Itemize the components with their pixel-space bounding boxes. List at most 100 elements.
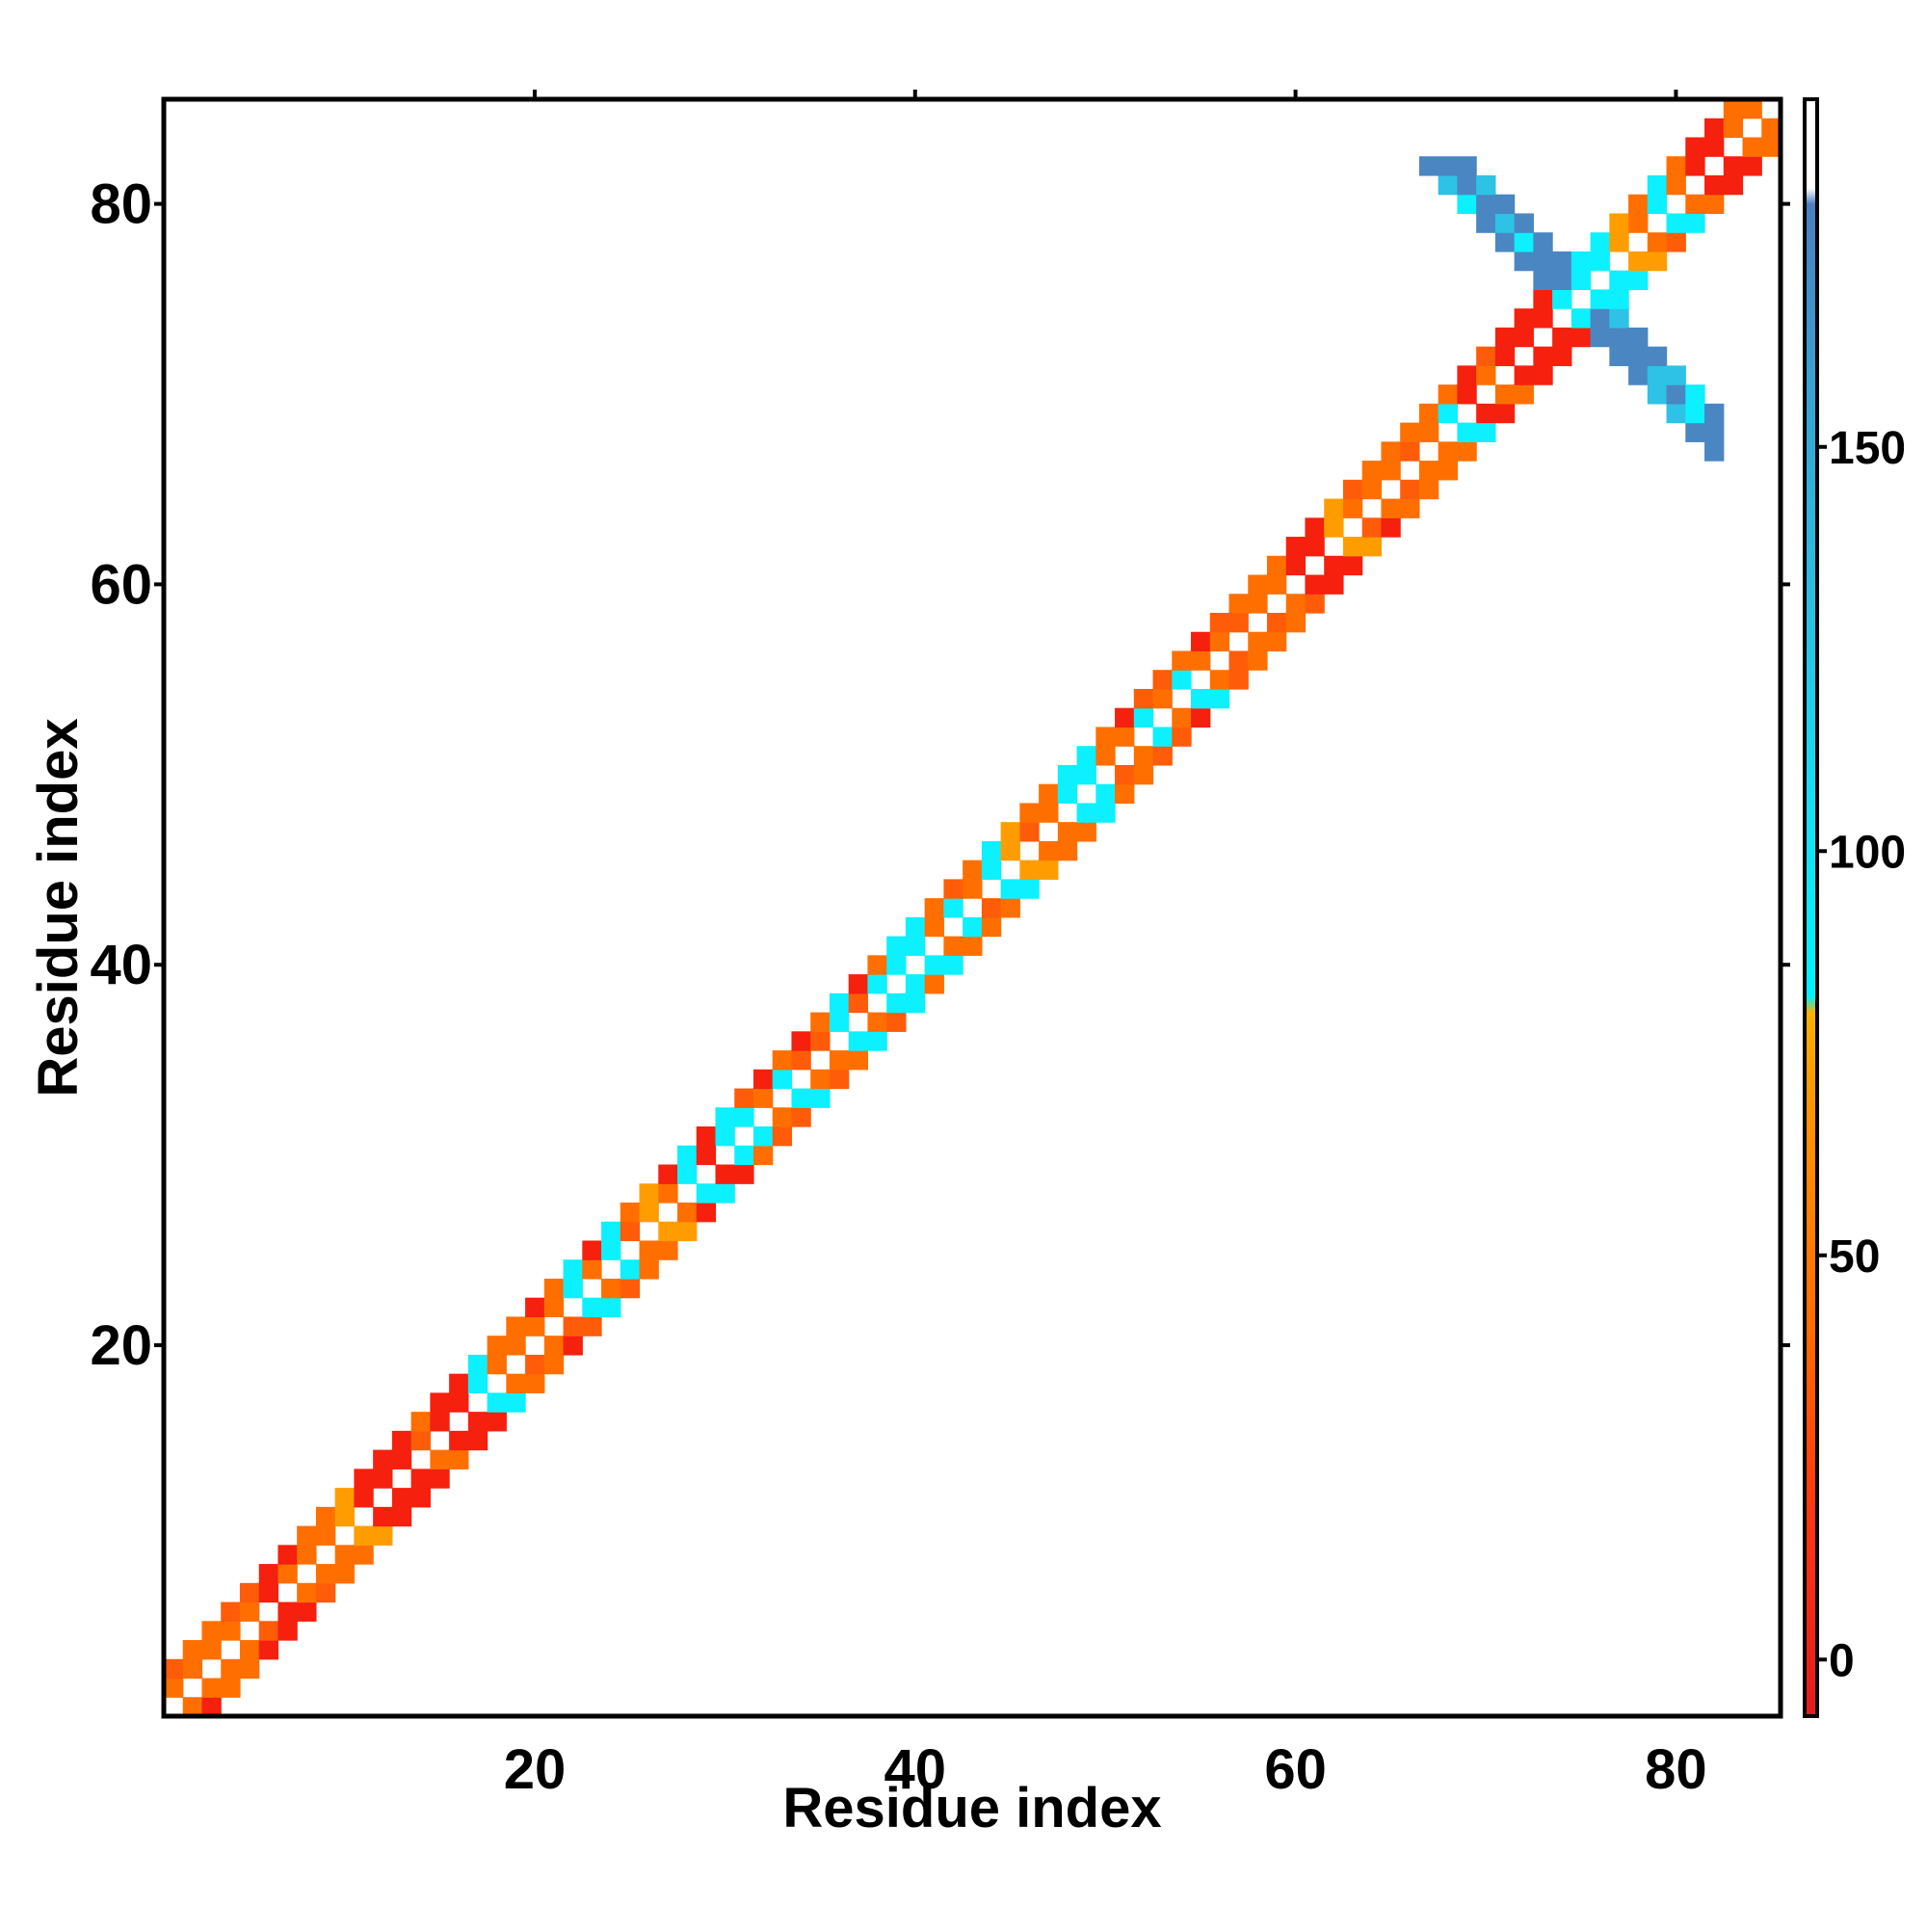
y-tick-label: 20: [90, 1314, 152, 1377]
heatmap-cell: [1133, 688, 1154, 709]
heatmap-cell: [791, 1050, 811, 1071]
heatmap-cell: [1685, 403, 1705, 424]
x-tick-label: 20: [504, 1738, 567, 1801]
heatmap-cell: [449, 1373, 469, 1393]
heatmap-cell: [1209, 688, 1230, 709]
heatmap-cell: [1191, 631, 1211, 652]
heatmap-cell: [1172, 650, 1192, 671]
heatmap-cell: [1609, 327, 1629, 348]
heatmap-cell: [752, 1126, 774, 1147]
heatmap-cell: [829, 1012, 850, 1032]
heatmap-cell: [258, 1564, 279, 1584]
heatmap-cell: [981, 898, 1002, 918]
heatmap-cell: [1438, 441, 1458, 462]
heatmap-cell: [1609, 213, 1629, 233]
heatmap-cell: [543, 1336, 565, 1356]
heatmap-cell: [1266, 631, 1287, 652]
heatmap-cell: [639, 1202, 659, 1223]
heatmap-cell: [715, 1107, 735, 1127]
colorbar-tick-label: 50: [1829, 1231, 1880, 1283]
heatmap-cell: [696, 1202, 717, 1223]
heatmap-cell: [1457, 194, 1477, 215]
heatmap-cell: [1533, 346, 1553, 366]
heatmap-cell: [848, 1050, 869, 1071]
heatmap-cell: [487, 1336, 507, 1356]
heatmap-cell: [1552, 346, 1572, 366]
heatmap-cell: [543, 1354, 565, 1375]
heatmap-cell: [1418, 461, 1439, 481]
heatmap-cell: [1457, 174, 1477, 196]
heatmap-cell: [1438, 461, 1458, 481]
heatmap-cell: [239, 1582, 260, 1603]
colorbar-tick-label: 150: [1829, 423, 1906, 474]
heatmap-cell: [1152, 670, 1173, 690]
heatmap-cell: [277, 1601, 298, 1622]
heatmap-cell: [1514, 251, 1534, 272]
heatmap-cell: [658, 1183, 678, 1204]
heatmap-cell: [525, 1354, 545, 1375]
heatmap-cell: [354, 1525, 374, 1546]
heatmap-cell: [1076, 764, 1096, 785]
heatmap-cell: [1552, 251, 1572, 272]
heatmap-cell: [410, 1412, 431, 1432]
heatmap-cell: [1172, 670, 1192, 690]
heatmap-cell: [1723, 156, 1744, 176]
heatmap-cell: [639, 1259, 659, 1280]
heatmap-cell: [639, 1240, 659, 1260]
heatmap-cell: [582, 1240, 602, 1260]
heatmap-cell: [1076, 822, 1096, 842]
heatmap-cell: [1685, 137, 1705, 157]
axis-ticks: 20 40 60 80 20 40 60 80: [90, 90, 1790, 1801]
heatmap-cell: [430, 1469, 450, 1489]
heatmap-cell: [239, 1640, 260, 1660]
heatmap-cell: [1039, 840, 1059, 861]
heatmap-cell: [1342, 498, 1363, 518]
heatmap-cell: [715, 1164, 735, 1184]
heatmap-cell: [963, 916, 983, 938]
heatmap-cell: [1418, 403, 1439, 424]
heatmap-cell: [1324, 498, 1344, 518]
heatmap-cell: [1000, 898, 1020, 918]
heatmap-cell: [391, 1488, 412, 1508]
heatmap-cell: [201, 1678, 222, 1698]
heatmap-cell: [867, 955, 887, 975]
heatmap-cell: [1285, 613, 1307, 633]
heatmap-cell: [677, 1164, 698, 1184]
heatmap-cell: [1761, 137, 1782, 157]
heatmap-cell: [525, 1297, 545, 1318]
heatmap-cell: [1039, 803, 1059, 823]
heatmap-cell: [1628, 251, 1649, 272]
heatmap-cell: [391, 1506, 412, 1527]
heatmap-cell: [1361, 461, 1383, 481]
heatmap-cell: [1742, 137, 1762, 157]
heatmap-cell: [1552, 289, 1572, 309]
heatmap-cell: [1704, 194, 1725, 215]
heatmap-cell: [1476, 365, 1496, 385]
heatmap-cell: [1191, 650, 1211, 671]
heatmap-cell: [1324, 574, 1344, 595]
heatmap-cell: [1628, 327, 1649, 348]
heatmap-cell: [1400, 479, 1420, 500]
heatmap-cell: [886, 955, 907, 975]
heatmap-cell: [1228, 650, 1249, 671]
heatmap-cell: [715, 1183, 735, 1204]
heatmap-cell: [943, 936, 964, 956]
heatmap-cell: [1628, 365, 1649, 385]
heatmap-cell: [734, 1164, 754, 1184]
heatmap-cell: [239, 1658, 260, 1680]
heatmap-cell: [1571, 308, 1592, 329]
heatmap-cell: [391, 1430, 412, 1451]
y-tick-label: 40: [90, 934, 152, 996]
heatmap-cell: [1666, 403, 1686, 424]
heatmap-cell: [239, 1601, 260, 1622]
heatmap-cell: [410, 1488, 431, 1508]
heatmap-cell: [848, 974, 869, 994]
heatmap-cell: [1494, 346, 1516, 366]
heatmap-cell: [1457, 384, 1477, 405]
colorbar-fill: [1805, 99, 1817, 1716]
heatmap-cell: [601, 1278, 621, 1299]
heatmap-cell: [1457, 441, 1477, 462]
heatmap-cell: [752, 1145, 774, 1166]
heatmap-cell: [734, 1107, 754, 1127]
heatmap-cell: [277, 1564, 298, 1584]
